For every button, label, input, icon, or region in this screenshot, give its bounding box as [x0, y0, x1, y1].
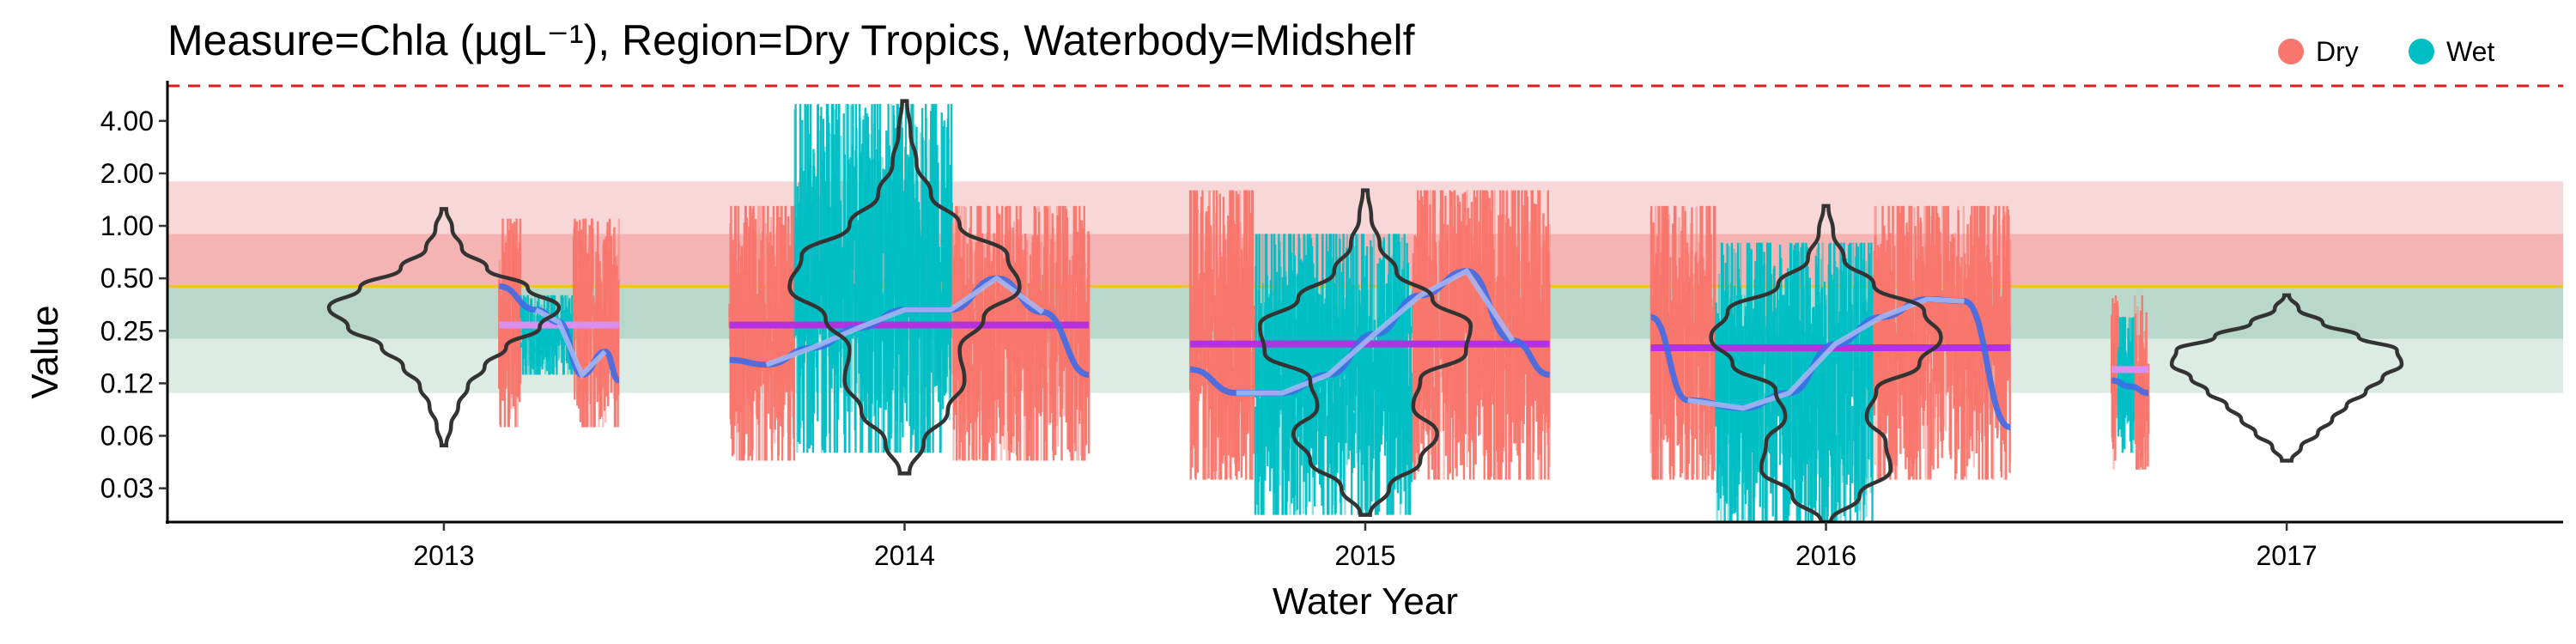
legend-label-dry: Dry: [2316, 36, 2359, 67]
x-tick-label: 2016: [1795, 540, 1856, 571]
violin-2016: [1709, 204, 1943, 522]
violin-2017: [2169, 293, 2404, 463]
trend-line-2017: [2111, 377, 2149, 397]
y-tick-label: 1.00: [100, 210, 154, 241]
trend-highlight-2016: [1687, 296, 1965, 411]
x-tick-label: 2017: [2256, 540, 2317, 571]
y-tick-label: 2.00: [100, 158, 154, 189]
axes: 4.00 2.00 1.00 0.50 0.25 0.12 0.06 0.03 2013 2014…: [100, 81, 2563, 571]
y-tick-label: 4.00: [100, 106, 154, 137]
year-group-2015: [1188, 188, 1551, 517]
x-tick-label: 2015: [1334, 540, 1395, 571]
legend: Dry Wet: [2278, 36, 2494, 67]
y-tick-label: 0.06: [100, 421, 154, 452]
year-group-2013: [326, 207, 621, 448]
legend-key-dry: [2278, 39, 2304, 64]
violin-2013: [326, 207, 562, 448]
x-axis-label: Water Year: [1273, 580, 1458, 623]
x-tick-label: 2013: [413, 540, 474, 571]
y-tick-label: 0.25: [100, 315, 154, 346]
legend-key-wet: [2409, 39, 2434, 64]
violin-2015: [1257, 188, 1473, 517]
year-group-2014: [728, 99, 1091, 476]
y-tick-label: 0.12: [100, 368, 154, 398]
x-tick-label: 2014: [874, 540, 935, 571]
year-group-2016: [1649, 204, 2012, 522]
y-axis-label: Value: [24, 305, 66, 398]
chart-title: Measure=Chla (µgL⁻¹), Region=Dry Tropics…: [167, 16, 1415, 64]
trend-highlight-2015: [1236, 267, 1516, 396]
y-tick-label: 0.03: [100, 473, 154, 504]
trend-highlight-2013: [534, 307, 607, 380]
legend-label-wet: Wet: [2446, 36, 2494, 67]
trend-highlight-2014: [765, 275, 1045, 368]
y-tick-label: 0.50: [100, 263, 154, 294]
plot-area: [167, 84, 2563, 522]
violin-2014: [787, 99, 1022, 476]
year-group-2017: [2110, 293, 2404, 470]
